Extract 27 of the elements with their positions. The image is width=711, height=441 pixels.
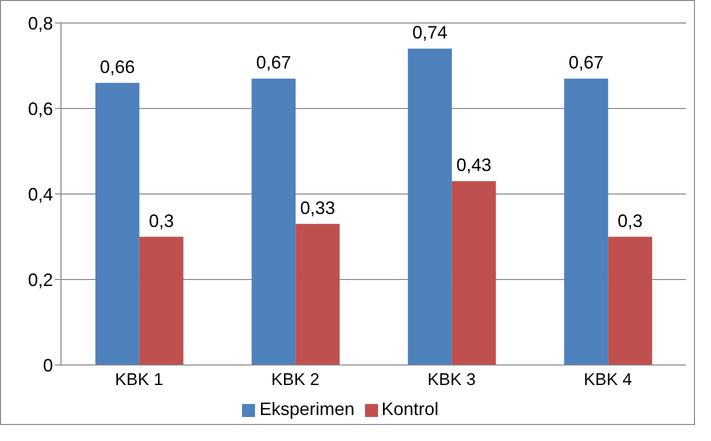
x-tick-label: KBK 2 — [271, 370, 320, 390]
data-label: 0,43 — [456, 155, 492, 176]
bar — [139, 236, 184, 365]
data-label: 0,3 — [618, 210, 643, 231]
y-tick-label: 0,8 — [28, 13, 53, 34]
data-label: 0,67 — [256, 52, 292, 73]
bar — [252, 78, 296, 365]
bar — [608, 236, 652, 365]
data-label: 0,3 — [148, 210, 174, 231]
data-label: 0,74 — [412, 22, 448, 43]
bar — [296, 224, 340, 365]
legend-label: Kontrol — [382, 399, 439, 419]
data-label: 0,33 — [300, 198, 336, 218]
legend-label: Eksperimen — [259, 399, 354, 419]
data-label: 0,66 — [100, 56, 135, 77]
bar — [95, 82, 140, 365]
y-tick-label: 0 — [42, 355, 53, 376]
bar — [408, 48, 452, 365]
y-tick-label: 0,4 — [28, 184, 53, 204]
bar — [452, 181, 496, 365]
x-tick-label: KBK 4 — [584, 370, 632, 390]
x-tick-label: KBK 3 — [428, 370, 476, 390]
bar — [564, 78, 608, 365]
x-tick-label: KBK 1 — [115, 370, 164, 390]
y-tick-label: 0,6 — [28, 98, 53, 119]
y-tick-label: 0,2 — [28, 270, 53, 290]
data-label: 0,67 — [568, 52, 604, 73]
